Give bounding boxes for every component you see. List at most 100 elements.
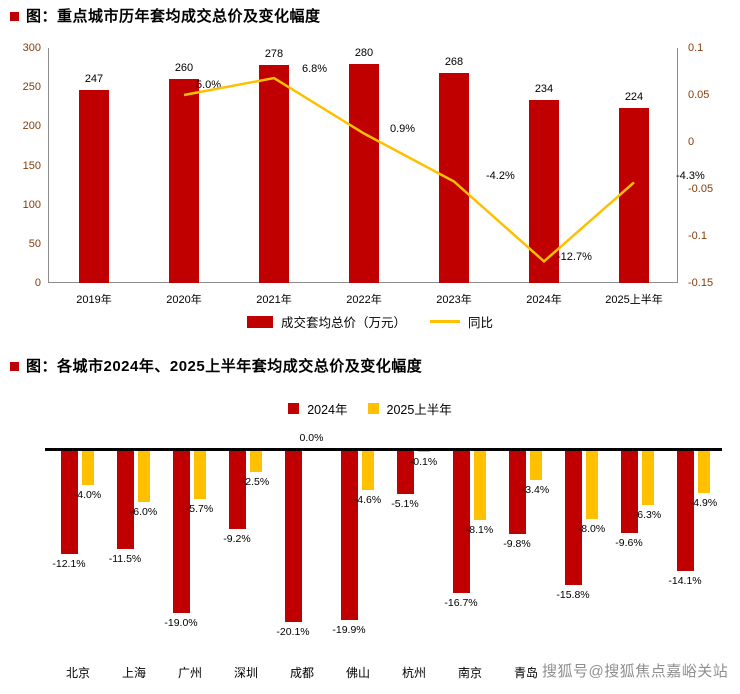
chart2-city-label: 佛山 [345, 666, 370, 680]
chart2-bar-2025h1 [473, 451, 486, 520]
chart2-bar-2024 [340, 451, 358, 621]
chart1-secondary-axis-tick-label: 0.05 [688, 89, 710, 101]
chart1-bar [349, 63, 379, 283]
chart2-bar-2025h1 [585, 451, 598, 519]
chart2-bar-2025h1-value-label: -4.6% [353, 494, 382, 507]
chart2-bar-2025h1-value-label: -0.1% [409, 455, 438, 468]
chart1-x-axis-label: 2019年 [76, 294, 112, 306]
chart2-bar-2025h1 [641, 451, 654, 505]
chart1-legend-line-swatch-icon [430, 320, 460, 323]
chart2-bar-2025h1-value-label: -4.0% [73, 489, 102, 501]
chart1-title: 图：重点城市历年套均成交总价及变化幅度 [26, 8, 321, 25]
chart2-bar-2024-value-label: -9.2% [223, 533, 251, 546]
chart2-bar-2025h1 [137, 451, 150, 502]
chart1-bar [79, 89, 109, 283]
chart1-x-axis-label: 2021年 [256, 294, 292, 306]
chart1-y-axis-tick-label: 50 [28, 237, 41, 250]
chart1-x-axis-label: 2020年 [166, 294, 202, 306]
chart2-bar-2024 [60, 451, 78, 554]
chart2-city-label: 上海 [121, 666, 146, 680]
chart1-bar [439, 73, 469, 283]
chart2-bar-2024-value-label: -19.9% [332, 624, 366, 637]
chart2-bar-2024-value-label: -16.7% [444, 596, 478, 609]
chart2-legend-2025h1-swatch-icon [367, 403, 379, 414]
chart2-bar-2025h1 [361, 451, 374, 491]
chart2-bar-2024 [396, 451, 414, 495]
chart2-bar-2025h1 [529, 451, 542, 480]
chart2-title: 图：各城市2024年、2025上半年套均成交总价及变化幅度 [26, 358, 423, 375]
chart2-city-label: 南京 [457, 666, 482, 680]
chart2-city-label: 杭州 [401, 666, 426, 680]
chart1-bar-value-label: 268 [444, 56, 464, 69]
chart1-y-axis-tick-label: 100 [22, 198, 41, 211]
chart1-secondary-axis-tick-label: -0.15 [688, 277, 714, 289]
chart2-bar-2024-value-label: -12.1% [52, 557, 86, 570]
chart2-bar-2025h1 [81, 451, 94, 485]
chart1-line-value-label: -12.7% [557, 251, 592, 264]
chart1-bar-value-label: 280 [354, 46, 374, 59]
chart2-bar-2025h1 [249, 451, 262, 473]
chart2-legend-2025h1-label: 2025上半年 [386, 403, 452, 417]
chart1-x-axis-label: 2022年 [346, 294, 382, 306]
chart1-x-axis-label: 2023年 [436, 294, 472, 306]
chart2-plot-area: 北京 上海 广州 深圳 成都 佛山 杭州 南京 青岛 -12.1% -11.5% -19.0% -9.2… [45, 432, 722, 694]
chart1-plot-area: 0 50 100 150 200 250 300 0.1 0.05 0 -0.05 -0.1 -0.15… [23, 42, 713, 306]
chart2-bar-2024-value-label: -15.8% [556, 589, 590, 602]
chart2-legend-2024-swatch-icon [288, 403, 300, 414]
chart2-bar-2024 [508, 451, 526, 535]
chart2-bar-2025h1-value-label: -8.1% [465, 523, 494, 536]
chart1-bar [169, 79, 199, 283]
chart2-bar-2025h1-value-label: -4.9% [689, 496, 718, 509]
chart2-bar-2024-value-label: -9.8% [503, 538, 531, 551]
chart2-bar-2024-value-label: -19.0% [164, 616, 198, 629]
chart2-bar-2025h1-value-label: -6.3% [633, 508, 662, 521]
chart1-line-value-label: -4.3% [676, 170, 705, 183]
chart1-legend: 成交套均总价（万元） 同比 [0, 312, 740, 331]
chart1-line-value-label: 6.8% [302, 63, 328, 76]
chart2-bar-2024 [172, 451, 190, 613]
chart1-title-marker-icon [10, 12, 19, 21]
chart1-line-value-label: -4.2% [486, 170, 515, 183]
chart2-bar-2024 [228, 451, 246, 530]
chart2-bar-2025h1 [193, 451, 206, 500]
chart2-bar-2025h1-value-label: -2.5% [241, 476, 270, 489]
chart2-legend-2024-label: 2024年 [307, 403, 348, 417]
chart1-bar-value-label: 278 [264, 48, 284, 61]
chart2-bar-2025h1-value-label: -8.0% [577, 523, 606, 535]
chart1-secondary-axis-tick-label: 0.1 [688, 42, 704, 54]
chart1-bar-value-label: 260 [174, 62, 194, 75]
chart2-bar-2025h1 [697, 451, 710, 493]
chart2-city-label: 广州 [177, 666, 202, 680]
chart1-bar-value-label: 247 [84, 72, 104, 85]
chart1-y-axis-tick-label: 0 [34, 277, 41, 289]
chart2-bar-2024 [284, 451, 302, 622]
chart2-bar-2024 [620, 451, 638, 533]
chart2-city-label: 北京 [65, 666, 90, 680]
chart2-bar-2024 [676, 451, 694, 571]
chart1-secondary-axis-tick-label: 0 [688, 136, 695, 148]
chart1-y-axis-tick-label: 300 [22, 42, 41, 54]
chart2-bar-2025h1 [417, 451, 430, 452]
chart1-bar-value-label: 224 [624, 90, 644, 103]
chart1-secondary-axis-tick-label: -0.05 [688, 183, 714, 195]
chart1-legend-line-label: 同比 [468, 316, 494, 330]
chart1-y-axis-tick-label: 250 [22, 81, 41, 94]
chart1-y-axis-tick-label: 150 [22, 159, 41, 172]
chart2-bar-2025h1-value-label: -5.7% [185, 503, 214, 516]
chart1-line-value-label: 0.9% [390, 122, 416, 135]
chart1-bar-value-label: 234 [534, 82, 554, 95]
watermark: 搜狐号@搜狐焦点嘉峪关站 [542, 663, 729, 680]
chart2-city-label: 成都 [289, 666, 314, 680]
chart1-secondary-axis-tick-label: -0.1 [688, 230, 707, 242]
chart2-bar-2025h1-value-label: 0.0% [299, 432, 324, 444]
chart2-zero-axis-line [45, 448, 722, 451]
chart1-x-axis-label: 2024年 [526, 294, 562, 306]
chart2-city-label: 深圳 [233, 666, 258, 680]
chart2-title-marker-icon [10, 362, 19, 371]
chart2-bar-2024 [116, 451, 134, 549]
chart2-bar-2024-value-label: -9.6% [615, 536, 643, 549]
chart1-bar [259, 65, 289, 283]
chart2-city-label: 青岛 [513, 666, 538, 680]
chart1-bar [619, 107, 649, 283]
chart2-bar-2024 [564, 451, 582, 586]
